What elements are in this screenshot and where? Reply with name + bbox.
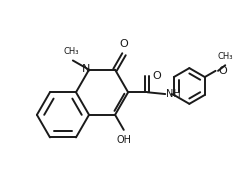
Text: CH₃: CH₃ [218, 52, 233, 61]
Text: O: O [152, 71, 161, 81]
Text: OH: OH [117, 135, 132, 145]
Text: O: O [120, 39, 128, 49]
Text: N: N [82, 64, 90, 74]
Text: CH₃: CH₃ [64, 47, 79, 56]
Text: NH: NH [166, 89, 180, 99]
Text: O: O [218, 66, 227, 76]
